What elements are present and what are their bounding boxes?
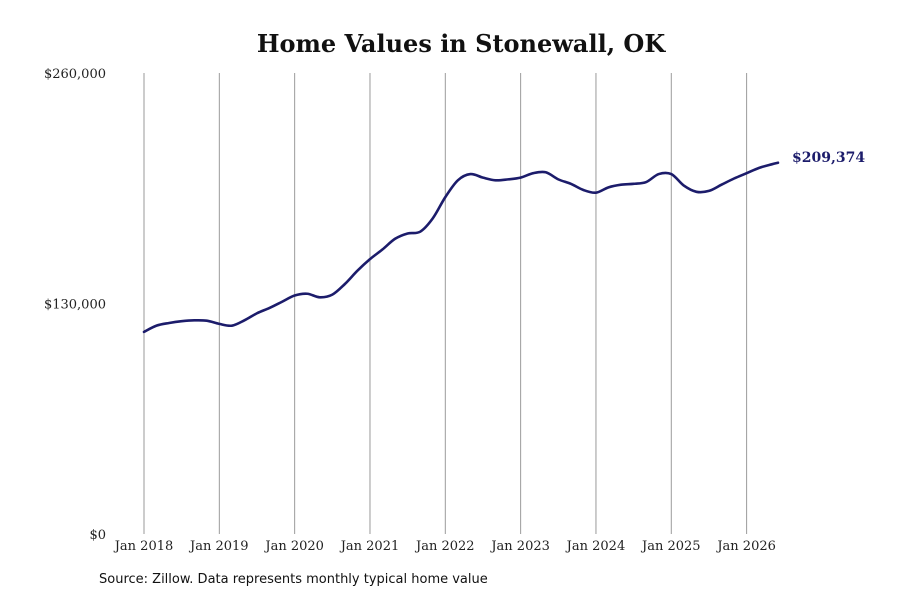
chart-title: Home Values in Stonewall, OK xyxy=(257,29,667,58)
y-tick-label: $260,000 xyxy=(44,67,106,82)
x-tick-label: Jan 2026 xyxy=(715,539,776,554)
vertical-gridlines xyxy=(143,73,748,534)
latest-value-label: $209,374 xyxy=(792,150,865,166)
x-axis-ticks: Jan 2018 Jan 2019 Jan 2020 Jan 2021 Jan 2022… xyxy=(113,539,776,554)
home-value-line xyxy=(142,161,780,334)
source-note: Source: Zillow. Data represents monthly … xyxy=(99,572,488,587)
x-tick-label: Jan 2025 xyxy=(640,539,701,554)
x-tick-label: Jan 2022 xyxy=(414,539,475,554)
y-tick-label: $0 xyxy=(89,528,106,543)
x-tick-label: Jan 2021 xyxy=(339,539,400,554)
x-tick-label: Jan 2019 xyxy=(188,539,249,554)
x-tick-label: Jan 2018 xyxy=(113,539,174,554)
x-tick-label: Jan 2023 xyxy=(489,539,550,554)
y-axis-ticks: $0 $130,000 $260,000 xyxy=(44,67,106,543)
y-tick-label: $130,000 xyxy=(44,298,106,313)
x-tick-label: Jan 2020 xyxy=(263,539,324,554)
x-tick-label: Jan 2024 xyxy=(565,539,626,554)
